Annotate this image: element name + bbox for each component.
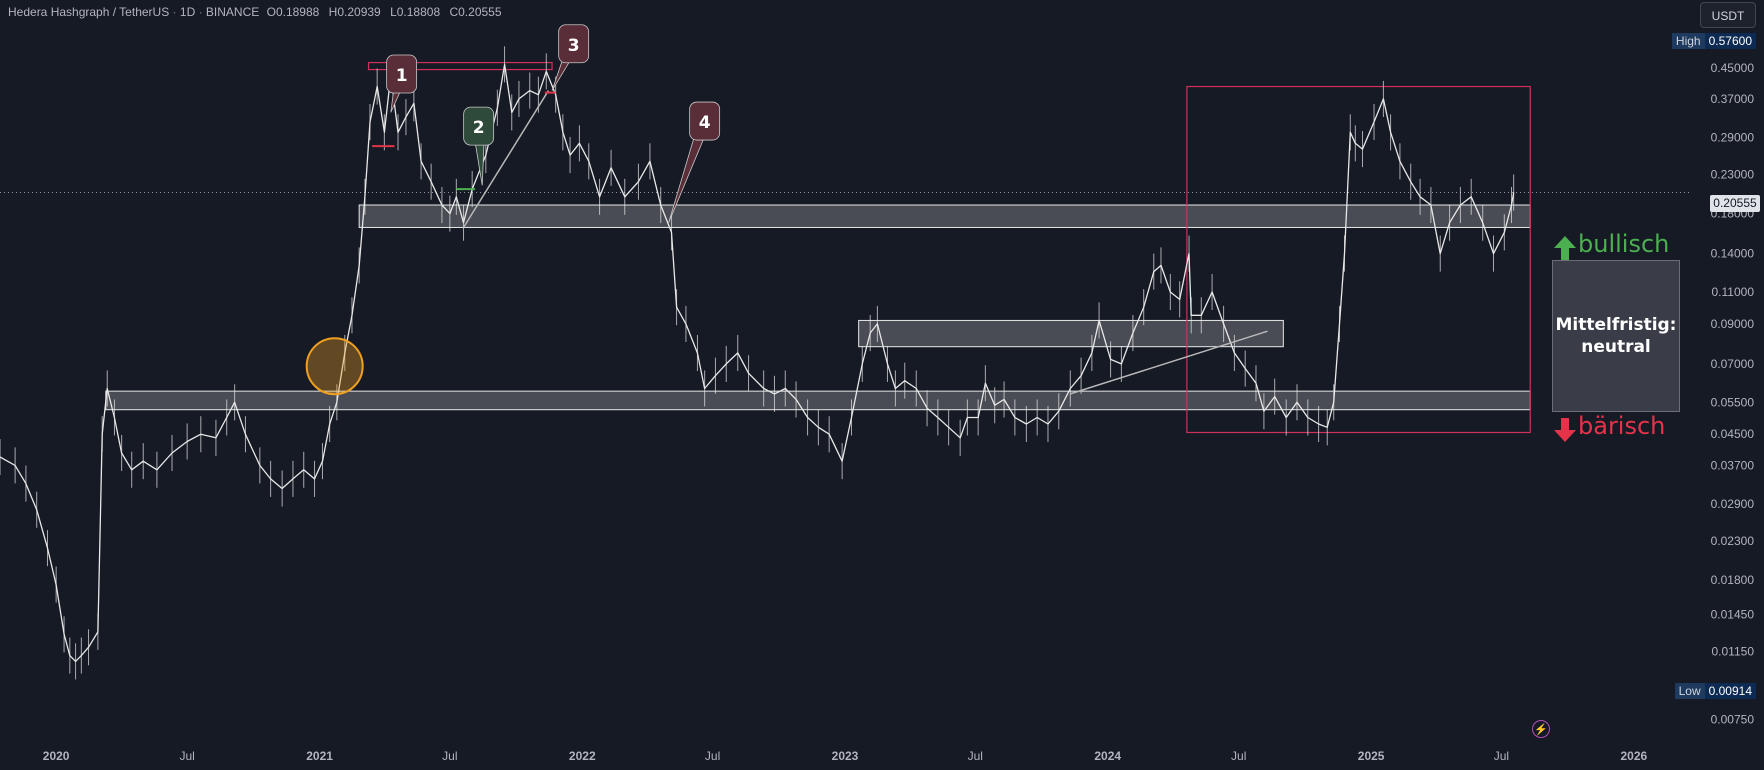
y-tick-label: 0.14000 [1711,247,1755,261]
y-tick-label: 0.23000 [1711,168,1755,182]
lightning-icon[interactable]: ⚡ [1532,720,1550,738]
low-tag-value: 0.00914 [1704,683,1756,699]
low-tag-label: Low [1674,683,1705,699]
trendline [1070,330,1268,395]
callout-marker-2: 2 [463,106,495,186]
axes-group: 0.450000.370000.290000.230000.180000.140… [43,61,1755,763]
y-tick-label: 0.01800 [1711,573,1755,587]
x-tick-label: 2025 [1358,749,1385,763]
close-value: C0.20555 [449,5,502,19]
bearish-label: bärisch [1578,412,1666,440]
range-box [1186,85,1531,434]
callout-number: 1 [396,66,408,86]
y-tick-label: 0.00750 [1711,712,1755,726]
callout-bubble [463,106,495,146]
y-tick-label: 0.45000 [1711,61,1755,75]
arrow-down-icon [1554,418,1576,442]
x-tick-label: 2020 [43,749,70,763]
callout-number: 2 [473,118,485,138]
high-value: H0.20939 [328,5,381,19]
y-tick-label: 0.03700 [1711,458,1755,472]
low-value: L0.18808 [390,5,441,19]
y-tick-label: 0.02300 [1711,534,1755,548]
callout-bubble [689,101,721,141]
x-tick-label: Jul [1494,749,1509,763]
x-tick-label: Jul [1231,749,1246,763]
interval-label: 1D [179,5,196,19]
high-tag-label: High [1671,33,1705,49]
ohlc-values: O0.18988 H0.20939 L0.18808 C0.20555 [267,5,508,19]
open-value: O0.18988 [266,5,320,19]
last-price-tag: 0.20555 [1710,195,1760,212]
y-tick-label: 0.29000 [1711,131,1755,145]
legend-separator: · [198,5,203,19]
support-resistance-zone [358,204,1531,228]
x-tick-label: 2021 [306,749,333,763]
y-tick-label: 0.01450 [1711,607,1755,621]
y-tick-label: 0.37000 [1711,92,1755,106]
callout-bubble [558,24,590,64]
legend-separator: · [172,5,177,19]
high-price-tag: High 0.57600 [1671,33,1756,49]
x-tick-label: 2024 [1094,749,1121,763]
support-resistance-zone [858,319,1284,348]
x-tick-label: 2026 [1621,749,1648,763]
y-tick-label: 0.02900 [1711,497,1755,511]
trend-box-value: neutral [1581,337,1651,357]
trend-summary-box: Mittelfristig: neutral [1552,260,1680,412]
x-tick-label: Jul [442,749,457,763]
callout-number: 4 [699,113,711,133]
bullish-label: bullisch [1578,230,1670,258]
range-box [367,61,553,71]
y-tick-label: 0.09000 [1711,317,1755,331]
breakout-circle [305,337,364,396]
y-tick-label: 0.07000 [1711,357,1755,371]
trendline [462,90,550,228]
callout-marker-4: 4 [668,101,721,223]
currency-button[interactable]: USDT [1700,2,1756,28]
y-tick-label: 0.01150 [1712,644,1755,658]
exchange-label: BINANCE [205,5,260,19]
callout-marker-3: 3 [551,24,590,91]
symbol-legend: Hedera Hashgraph / TetherUS · 1D · BINAN… [8,5,508,19]
callout-number: 3 [568,36,580,56]
trend-box-title: Mittelfristig: [1555,315,1677,335]
price-series [0,46,1515,680]
x-tick-label: 2023 [832,749,859,763]
callout-marker-1: 1 [386,54,418,113]
low-price-tag: Low 0.00914 [1674,683,1756,699]
x-tick-label: Jul [179,749,194,763]
callout-bubble [386,54,418,94]
y-tick-label: 0.05500 [1711,395,1755,409]
x-tick-label: Jul [968,749,983,763]
high-tag-value: 0.57600 [1704,33,1756,49]
y-tick-label: 0.11000 [1712,285,1755,299]
arrow-up-icon [1554,236,1576,260]
symbol-name: Hedera Hashgraph / TetherUS [8,5,170,19]
price-line [0,63,1515,663]
x-tick-label: Jul [705,749,720,763]
support-resistance-zone [105,390,1531,411]
x-tick-label: 2022 [569,749,596,763]
y-tick-label: 0.04500 [1711,427,1755,441]
